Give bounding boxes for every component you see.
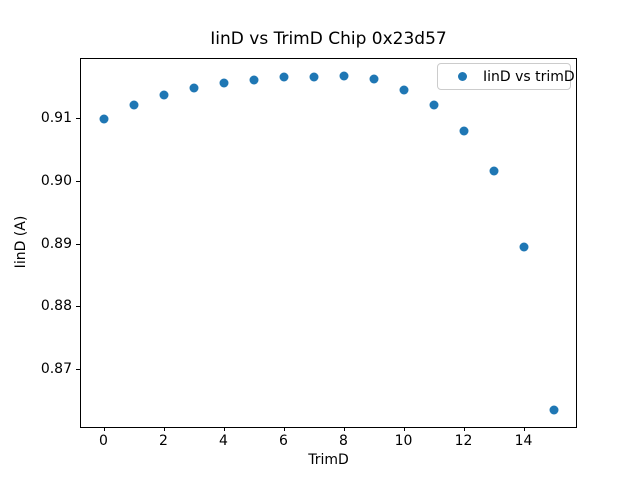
data-point [339, 71, 348, 81]
y-axis-label: IinD (A) [13, 215, 29, 269]
data-point [99, 114, 108, 124]
x-axis-tick [463, 427, 465, 431]
data-point [189, 83, 198, 93]
data-point [159, 90, 168, 100]
x-axis-label: TrimD [308, 452, 349, 468]
x-axis-tick [223, 427, 225, 431]
data-point [279, 72, 288, 82]
plot-area: IinD vs trimD 0 2 4 6 8 10 12 14 0.87 0.88 0.89 0.9… [41, 58, 577, 449]
x-tick-label: 14 [514, 433, 533, 449]
data-point [219, 78, 228, 88]
x-tick-label: 8 [339, 433, 348, 449]
legend: IinD vs trimD [437, 63, 575, 90]
y-tick-label: 0.89 [40, 235, 72, 252]
y-axis-tick [76, 306, 80, 308]
y-axis-tick [76, 118, 80, 120]
x-axis-tick [103, 427, 105, 431]
data-point [519, 242, 528, 252]
data-point [429, 100, 438, 110]
y-axis-tick [76, 181, 80, 183]
x-axis-tick [403, 427, 405, 431]
x-axis-tick [343, 427, 345, 431]
y-tick-label: 0.87 [40, 360, 72, 377]
data-point [369, 74, 378, 84]
y-axis-tick [76, 243, 80, 245]
x-axis-tick [163, 427, 165, 431]
scatter-marker-icon [458, 72, 467, 81]
data-point [459, 126, 468, 136]
x-tick-label: 12 [454, 433, 473, 449]
chart-title: IinD vs TrimD Chip 0x23d57 [210, 29, 447, 49]
data-point [249, 75, 258, 85]
data-point [549, 405, 558, 415]
y-tick-label: 0.91 [40, 110, 72, 127]
x-axis-tick [283, 427, 285, 431]
data-point [309, 72, 318, 82]
x-axis-tick [523, 427, 525, 431]
data-point [129, 100, 138, 110]
y-tick-label: 0.88 [40, 298, 72, 315]
x-tick-label: 4 [219, 433, 228, 449]
y-axis-tick [76, 368, 80, 370]
x-tick-label: 6 [279, 433, 288, 449]
data-point [489, 166, 498, 176]
data-point [399, 85, 408, 95]
y-tick-label: 0.90 [40, 173, 72, 190]
x-tick-label: 10 [394, 433, 413, 449]
x-tick-label: 0 [99, 433, 108, 449]
legend-label: IinD vs trimD [483, 68, 575, 85]
x-tick-label: 2 [159, 433, 168, 449]
